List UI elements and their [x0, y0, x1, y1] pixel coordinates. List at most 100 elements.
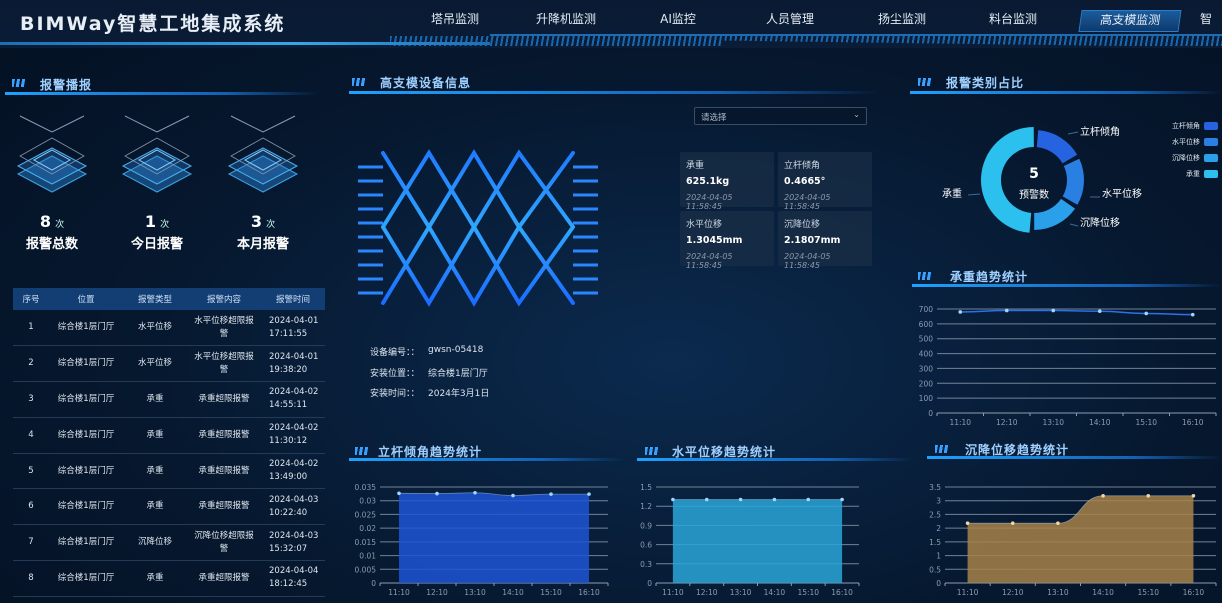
x-tick-label: 11:10: [957, 588, 979, 597]
data-point[interactable]: [511, 493, 515, 498]
table-row[interactable]: 8 综合楼1层门厅 承重 承重超限报警 2024-04-04 18:12:45: [13, 560, 325, 597]
donut-slice[interactable]: [1062, 158, 1084, 205]
legend-item[interactable]: 承重: [1158, 169, 1218, 179]
y-tick-label: 0.02: [359, 524, 376, 533]
data-point[interactable]: [1190, 312, 1195, 317]
data-point[interactable]: [473, 490, 477, 495]
table-row[interactable]: 4 综合楼1层门厅 承重 承重超限报警 2024-04-02 11:30:12: [13, 417, 325, 454]
legend-item[interactable]: 立杆倾角: [1158, 121, 1218, 131]
table-row[interactable]: 3 综合楼1层门厅 承重 承重超限报警 2024-04-02 14:55:11: [13, 381, 325, 418]
x-tick-label: 14:10: [1092, 588, 1114, 597]
x-tick-label: 13:10: [730, 588, 752, 597]
section-divider: [349, 458, 625, 461]
donut-slice[interactable]: [980, 127, 1034, 233]
stat-label: 今日报警: [130, 237, 183, 252]
legend-label: 水平位移: [1172, 138, 1200, 146]
info-value: 2024年3月1日: [428, 389, 490, 399]
data-point[interactable]: [1051, 308, 1056, 313]
table-cell: 承重: [123, 453, 187, 490]
table-cell: 承重超限报警: [187, 560, 261, 597]
donut-center-label: 预警数: [1019, 190, 1049, 201]
table-cell: 2024-04-03 10:22:40: [261, 488, 325, 526]
sensor-value: 0.4665°: [784, 176, 826, 187]
data-point[interactable]: [965, 521, 970, 525]
data-point[interactable]: [1101, 493, 1105, 498]
table-cell: 承重超限报警: [187, 488, 261, 526]
table-row[interactable]: 7 综合楼1层门厅 沉降位移 沉降位移超限报警 2024-04-03 15:32:07: [13, 524, 325, 562]
x-tick-label: 16:10: [1182, 418, 1204, 427]
load-trend-chart: 0 100 200 300 400 500 600 700 11:10 12:10 13:10 14:…: [919, 305, 1217, 427]
section-icon: [918, 78, 932, 86]
nav-ai[interactable]: AI监控: [660, 12, 696, 26]
sensor-card[interactable]: 水平位移 1.3045mm 2024-04-05 11:58:45: [680, 211, 774, 270]
table-cell: 水平位移: [123, 310, 187, 347]
nav-platform[interactable]: 料台监测: [988, 12, 1037, 26]
data-point[interactable]: [549, 492, 553, 496]
data-point[interactable]: [1097, 309, 1102, 314]
data-point[interactable]: [958, 310, 963, 314]
table-row[interactable]: 1 综合楼1层门厅 水平位移 水平位移超限报警 2024-04-01 17:11:55: [13, 310, 325, 347]
nav-formwork[interactable]: 高支模监测: [1078, 10, 1182, 32]
nav-personnel[interactable]: 人员管理: [765, 12, 814, 26]
table-cell: 2024-04-03 15:32:07: [261, 524, 325, 562]
data-point[interactable]: [806, 497, 811, 502]
donut-slice[interactable]: [1034, 198, 1076, 230]
data-point[interactable]: [772, 497, 777, 502]
data-point[interactable]: [587, 492, 591, 496]
column-header: 报警内容: [187, 288, 261, 310]
table-cell: 承重超限报警: [187, 417, 261, 454]
data-point[interactable]: [1010, 521, 1015, 525]
table-cell: 综合楼1层门厅: [49, 381, 123, 418]
y-tick-label: 2.5: [929, 510, 941, 519]
legend-swatch: [1204, 154, 1218, 162]
sensor-card[interactable]: 承重 625.1kg 2024-04-05 11:58:45: [680, 152, 774, 211]
nav-elevator[interactable]: 升降机监测: [535, 12, 596, 26]
table-cell: 2024-04-04 18:12:45: [261, 560, 325, 597]
data-point[interactable]: [738, 497, 743, 502]
table-cell: 沉降位移: [123, 524, 187, 562]
sensor-card[interactable]: 立杆倾角 0.4665° 2024-04-05 11:58:45: [778, 152, 872, 211]
y-tick-label: 1.5: [640, 483, 652, 492]
data-point[interactable]: [1056, 521, 1060, 525]
sensor-card[interactable]: 沉降位移 2.1807mm 2024-04-05 11:58:45: [778, 211, 872, 270]
x-tick-label: 13:10: [1042, 418, 1064, 427]
header-decoration: [490, 34, 1222, 36]
data-point[interactable]: [1146, 493, 1151, 498]
table-cell: 综合楼1层门厅: [49, 345, 123, 383]
data-point[interactable]: [1144, 311, 1149, 316]
column-header: 位置: [49, 288, 123, 310]
y-tick-label: 1.2: [640, 502, 652, 511]
x-tick-label: 15:10: [1137, 588, 1159, 597]
legend-swatch: [1204, 138, 1218, 146]
table-cell: 2024-04-02 14:55:11: [261, 381, 325, 418]
info-value: gwsn-05418: [428, 345, 484, 355]
legend-item[interactable]: 水平位移: [1158, 137, 1218, 147]
y-tick-label: 0.3: [640, 560, 652, 569]
device-select[interactable]: 请选择 ⌄: [694, 107, 867, 125]
table-row[interactable]: 5 综合楼1层门厅 承重 承重超限报警 2024-04-02 13:49:00: [13, 453, 325, 490]
data-point[interactable]: [671, 497, 675, 502]
table-row[interactable]: 2 综合楼1层门厅 水平位移 水平位移超限报警 2024-04-01 19:38:20: [13, 345, 325, 383]
table-cell: 沉降位移超限报警: [187, 524, 261, 562]
table-cell: 2024-04-02 13:49:00: [261, 453, 325, 490]
nav-tower-crane[interactable]: 塔吊监测: [430, 12, 479, 26]
data-point[interactable]: [704, 497, 709, 502]
data-point[interactable]: [1004, 308, 1009, 313]
table-row[interactable]: 6 综合楼1层门厅 承重 承重超限报警 2024-04-03 10:22:40: [13, 488, 325, 526]
donut-slice[interactable]: [1036, 130, 1078, 164]
nav-dust[interactable]: 扬尘监测: [877, 12, 926, 26]
legend-item[interactable]: 沉降位移: [1158, 153, 1218, 163]
y-tick-label: 0.03: [359, 497, 376, 506]
y-tick-label: 0: [936, 579, 941, 588]
nav-more[interactable]: 智: [1200, 12, 1213, 26]
data-point[interactable]: [840, 497, 844, 502]
legend-label: 沉降位移: [1172, 154, 1200, 162]
data-point[interactable]: [1191, 493, 1196, 498]
label-leader-line: [1069, 223, 1079, 227]
data-point[interactable]: [435, 491, 439, 496]
x-tick-label: 15:10: [540, 588, 562, 597]
data-point[interactable]: [397, 491, 401, 496]
column-header: 序号: [13, 288, 49, 310]
y-tick-label: 0.9: [640, 521, 652, 530]
